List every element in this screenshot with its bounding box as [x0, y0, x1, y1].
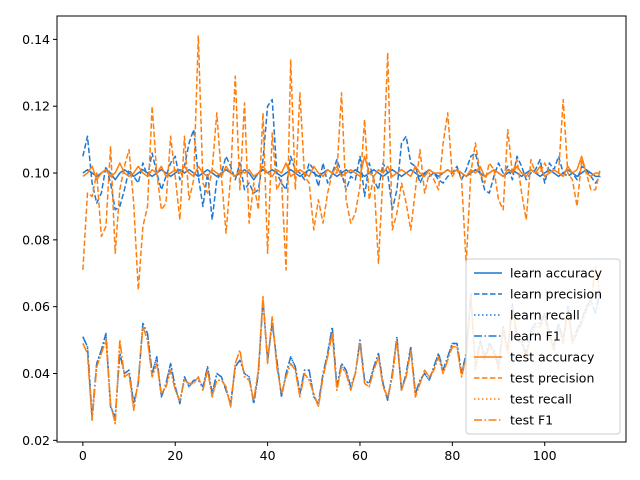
legend-box: [465, 258, 621, 435]
x-tick-label: 80: [444, 448, 460, 463]
legend-label: learn F1: [510, 329, 561, 344]
y-tick-label: 0.14: [22, 32, 50, 47]
series-line-learn-recall: [82, 289, 601, 418]
legend-label: test accuracy: [510, 350, 595, 365]
legend-label: test recall: [510, 392, 572, 407]
legend-label: learn accuracy: [510, 266, 603, 281]
x-tick-label: 20: [167, 448, 183, 463]
y-tick-label: 0.04: [22, 366, 50, 381]
axes-frame: [56, 15, 627, 443]
y-tick-label: 0.06: [22, 299, 50, 314]
legend: learn accuracy learn precision learn recal…: [465, 258, 621, 435]
series-line-test-precision: [82, 35, 601, 291]
legend-label: test F1: [510, 413, 553, 428]
y-tick-label: 0.12: [22, 99, 50, 114]
x-tick-label: 40: [260, 448, 276, 463]
y-tick-label: 0.02: [22, 433, 50, 448]
series-line-test-accuracy: [82, 155, 601, 181]
legend-label: learn recall: [510, 308, 580, 323]
x-tick-label: 60: [352, 448, 368, 463]
y-tick-label: 0.08: [22, 232, 50, 247]
x-tick-label: 100: [533, 448, 557, 463]
legend-label: test precision: [510, 371, 594, 386]
axes: 0 20 40 60 80 100 0.02 0.04 0.06 0.08 0.10 0.12 0.14: [22, 15, 627, 463]
y-tick-label: 0.10: [22, 166, 50, 181]
legend-label: learn precision: [510, 287, 602, 302]
x-tick-label: 0: [79, 448, 87, 463]
